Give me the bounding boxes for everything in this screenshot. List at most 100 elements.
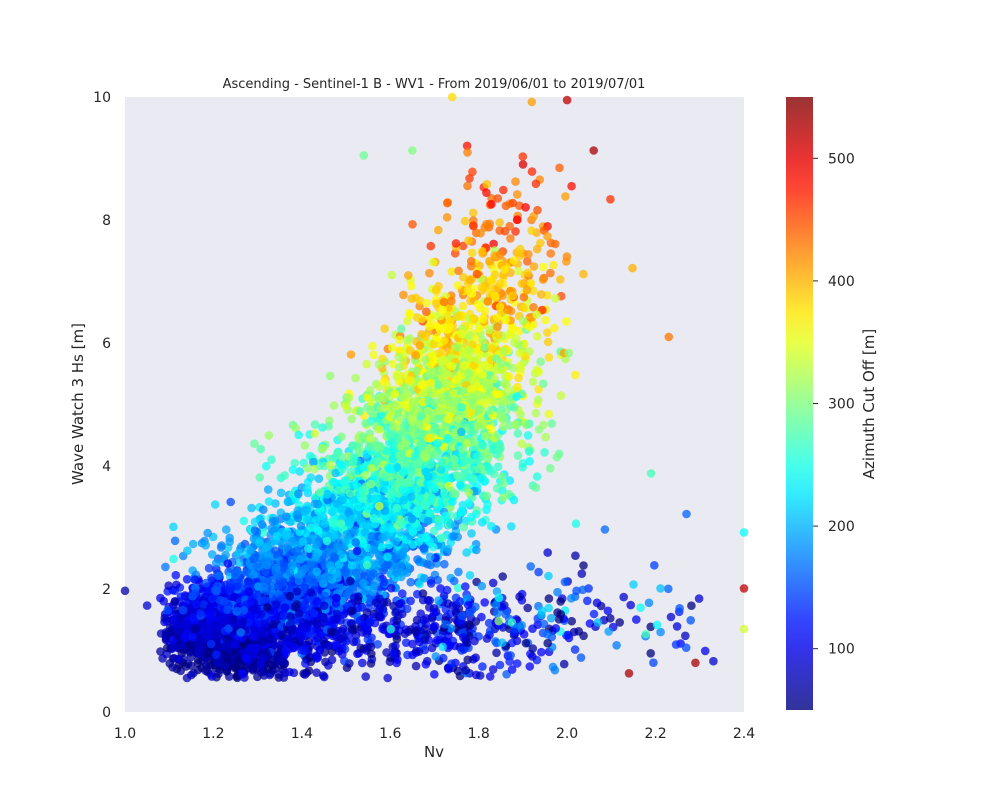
scatter-point — [188, 539, 198, 549]
scatter-point — [379, 377, 389, 387]
scatter-point — [244, 587, 254, 596]
scatter-point — [337, 452, 347, 462]
scatter-point — [492, 484, 502, 493]
scatter-point — [196, 608, 205, 618]
scatter-point — [201, 578, 211, 588]
scatter-point — [253, 672, 262, 682]
scatter-point — [190, 589, 200, 598]
scatter-point — [434, 474, 443, 484]
scatter-point — [465, 331, 475, 340]
scatter-point — [223, 605, 232, 615]
scatter-point — [263, 664, 273, 674]
scatter-point — [399, 468, 408, 477]
scatter-point — [310, 579, 319, 589]
scatter-point — [474, 464, 484, 474]
scatter-point — [300, 441, 310, 450]
scatter-point — [242, 568, 251, 577]
scatter-point — [324, 572, 334, 581]
scatter-point — [493, 462, 503, 472]
scatter-point — [347, 414, 357, 424]
scatter-point — [423, 516, 433, 526]
scatter-point — [421, 533, 431, 543]
scatter-point — [282, 512, 291, 521]
scatter-point — [206, 614, 216, 624]
scatter-point — [312, 668, 321, 677]
scatter-point — [250, 526, 260, 535]
scatter-point — [294, 576, 304, 586]
scatter-point — [329, 552, 338, 561]
scatter-point — [296, 633, 306, 643]
scatter-point — [571, 370, 580, 380]
scatter-point — [370, 581, 379, 591]
scatter-point — [394, 352, 404, 362]
scatter-point — [382, 447, 392, 456]
scatter-point — [405, 486, 415, 495]
scatter-point — [367, 532, 377, 541]
scatter-point — [377, 542, 387, 552]
scatter-point — [412, 484, 422, 494]
scatter-point — [482, 491, 492, 501]
scatter-point — [547, 419, 557, 428]
scatter-point — [443, 415, 453, 424]
scatter-point — [437, 533, 447, 542]
scatter-point — [483, 399, 492, 408]
scatter-point — [382, 522, 392, 531]
scatter-point — [361, 419, 370, 428]
scatter-point — [416, 421, 425, 430]
scatter-point — [341, 567, 350, 577]
scatter-point — [257, 520, 267, 529]
scatter-point — [249, 632, 258, 641]
scatter-point — [350, 526, 360, 535]
scatter-point — [385, 490, 395, 500]
scatter-point — [300, 507, 310, 517]
scatter-point — [182, 575, 192, 584]
scatter-point — [347, 561, 357, 570]
scatter-point — [443, 544, 453, 554]
scatter-point — [477, 518, 487, 527]
scatter-point — [214, 669, 223, 678]
scatter-point — [344, 393, 354, 403]
scatter-point — [279, 558, 289, 567]
scatter-point — [208, 594, 217, 603]
scatter-point — [169, 522, 178, 532]
scatter-point — [525, 457, 534, 466]
scatter-point — [369, 514, 379, 523]
scatter-point — [528, 377, 538, 387]
scatter-point — [406, 478, 415, 488]
scatter-point — [390, 479, 399, 489]
scatter-point — [162, 616, 172, 626]
scatter-point — [312, 567, 322, 576]
scatter-point — [256, 444, 266, 454]
scatter-point — [376, 410, 386, 420]
scatter-point — [262, 461, 271, 471]
scatter-point — [174, 654, 183, 664]
scatter-point — [517, 439, 526, 449]
scatter-point — [419, 544, 429, 553]
scatter-point — [402, 568, 412, 577]
scatter-point — [368, 569, 378, 578]
scatter-point — [392, 568, 402, 577]
scatter-point — [388, 359, 398, 369]
scatter-point — [434, 515, 444, 524]
scatter-point — [366, 463, 376, 473]
scatter-point — [384, 540, 394, 550]
scatter-point — [354, 502, 364, 512]
scatter-point — [267, 455, 276, 465]
scatter-point — [203, 528, 212, 538]
scatter-point — [284, 497, 293, 507]
scatter-point — [341, 401, 351, 410]
scatter-point — [412, 366, 422, 376]
scatter-point — [508, 363, 518, 373]
scatter-point — [278, 657, 288, 666]
scatter-point — [363, 504, 373, 514]
scatter-point — [304, 544, 313, 553]
scatter-point — [351, 538, 361, 547]
scatter-point — [355, 407, 365, 416]
scatter-point — [317, 574, 326, 583]
scatter-point — [456, 481, 465, 490]
scatter-point — [366, 406, 375, 416]
scatter-point — [426, 241, 436, 251]
scatter-point — [467, 512, 476, 522]
scatter-point — [260, 596, 269, 605]
scatter-point — [346, 350, 356, 359]
